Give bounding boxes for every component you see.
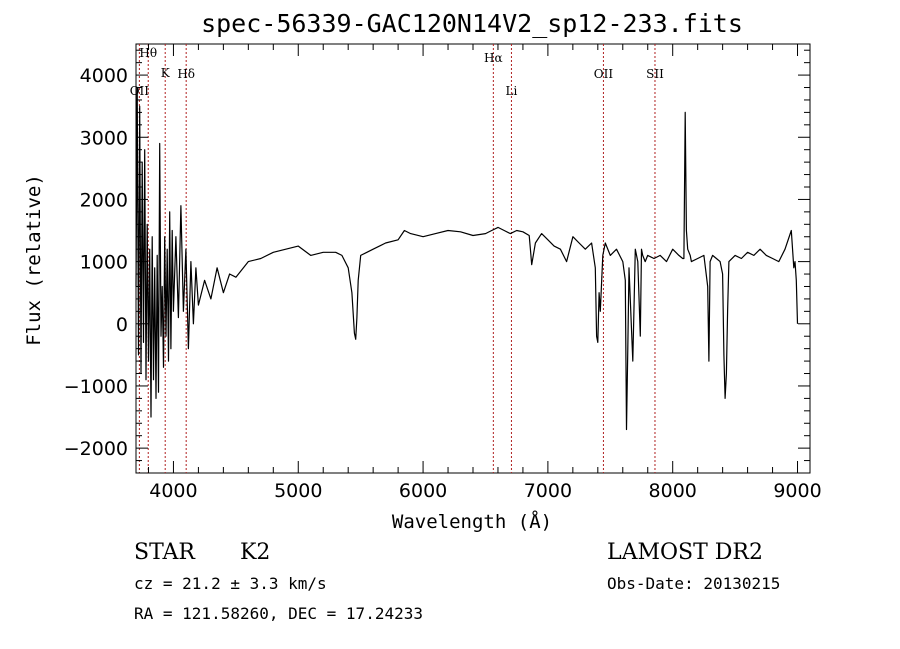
line-marker-label: OII [130,84,150,98]
y-axis-label: Flux (relative) [23,174,45,346]
y-tick-label: 2000 [80,189,128,211]
line-marker-label: SII [646,67,664,81]
y-tick-label: 0 [116,314,128,336]
line-marker-label: Hα [484,51,503,65]
line-marker-label: Li [506,84,518,98]
line-marker-label: Hθ [139,46,157,60]
axis-ticks: 4000 5000 6000 7000 8000 9000 −2000 −1000 0 1000 2… [64,44,822,502]
object-subclass: K2 [240,540,270,565]
spectrum-line [135,86,799,431]
coordinates-value: RA = 121.58260, DEC = 17.24233 [134,604,423,623]
y-tick-label: −2000 [64,438,128,460]
plot-frame [135,43,811,474]
line-marker-label: K [161,66,171,80]
spectrum-series [135,86,799,431]
x-tick-label: 6000 [399,480,447,502]
x-tick-label: 8000 [649,480,697,502]
x-tick-label: 7000 [524,480,572,502]
line-marker-label: OII [594,67,614,81]
x-axis-label: Wavelength (Å) [392,510,552,533]
object-class: STAR [134,540,196,565]
redshift-value: cz = 21.2 ± 3.3 km/s [134,574,327,593]
line-markers: Hθ OII K Hδ Hα Li OII SII [130,44,664,473]
y-tick-label: 1000 [80,252,128,274]
y-tick-label: 3000 [80,127,128,149]
x-tick-label: 5000 [274,480,322,502]
line-marker-label: Hδ [177,67,195,81]
observation-date: Obs-Date: 20130215 [607,574,780,593]
x-tick-label: 9000 [773,480,821,502]
chart-title: spec-56339-GAC120N14V2_sp12-233.fits [201,9,743,38]
x-tick-label: 4000 [149,480,197,502]
survey-name: LAMOST DR2 [607,540,763,565]
y-tick-label: 4000 [80,65,128,87]
y-tick-label: −1000 [64,376,128,398]
